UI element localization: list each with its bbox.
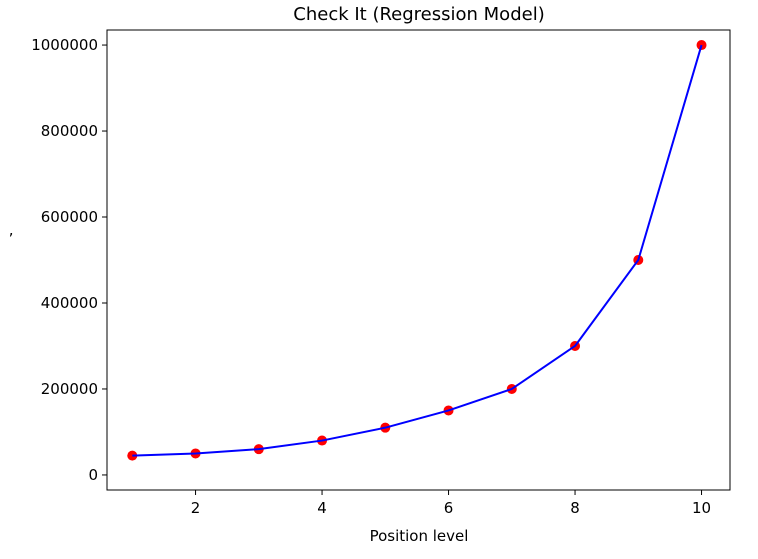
x-tick-label: 2 [191,499,201,517]
y-tick-label: 1000000 [31,36,98,54]
y-tick-label: 800000 [41,122,98,140]
y-axis: 0 200000 400000 600000 800000 1000000 [31,36,107,484]
y-tick-label: 0 [88,466,98,484]
series-layer [127,40,707,461]
y-axis-label: ’ [9,230,14,248]
plot-frame [106,29,731,491]
regression-line [132,44,703,457]
x-axis-label: Position level [370,527,469,545]
x-tick-label: 4 [317,499,327,517]
chart-title: Check It (Regression Model) [293,4,544,25]
y-tick-label: 600000 [41,208,98,226]
x-axis: 2 4 6 8 10 [191,490,711,517]
x-tick-label: 6 [444,499,454,517]
y-tick-label: 400000 [41,294,98,312]
y-tick-label: 200000 [41,380,98,398]
x-tick-label: 8 [570,499,580,517]
x-tick-label: 10 [692,499,711,517]
